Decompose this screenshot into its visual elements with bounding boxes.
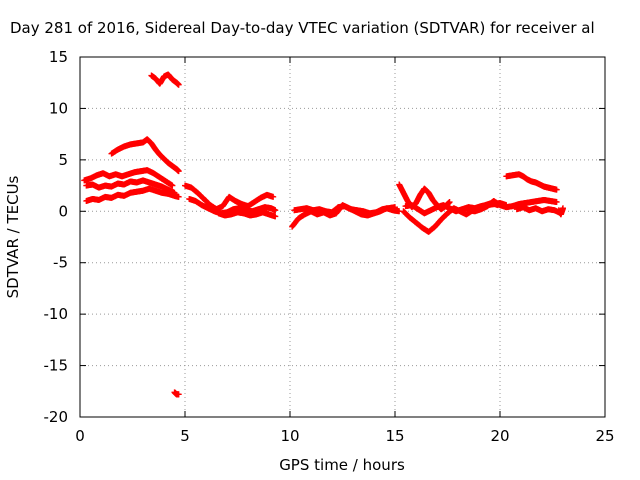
series-arc-15: [465, 196, 560, 215]
series-arc-3: [81, 167, 176, 189]
series-arc-16: [503, 171, 560, 193]
data-points: [81, 71, 566, 398]
data-point: [560, 205, 566, 212]
x-axis-label: GPS time / hours: [279, 456, 405, 474]
y-tick-label: 15: [49, 48, 68, 66]
ticks: 0 5 10 15 20 25 -20 -15 -10 -5 0 5 10 15: [44, 48, 615, 445]
data-point: [169, 182, 176, 189]
series-arc-4: [108, 136, 182, 175]
x-tick-label: 15: [385, 427, 404, 445]
series-arc-5: [148, 71, 182, 88]
chart-title: Day 281 of 2016, Sidereal Day-to-day VTE…: [10, 19, 595, 37]
x-tick-label: 5: [180, 427, 190, 445]
y-tick-label: -5: [53, 254, 68, 272]
x-tick-label: 25: [595, 427, 614, 445]
x-tick-label: 10: [280, 427, 299, 445]
series-arc-11: [291, 203, 398, 217]
data-point: [270, 193, 277, 200]
data-point: [175, 193, 182, 200]
data-point: [175, 391, 182, 398]
data-point: [272, 213, 279, 220]
x-tick-label: 0: [75, 427, 85, 445]
series-arc-18: [555, 205, 566, 218]
series-arc-6: [171, 389, 182, 398]
grid: [80, 57, 605, 417]
data-point: [272, 207, 279, 214]
y-tick-label: 0: [58, 202, 68, 220]
data-point: [446, 199, 453, 206]
series-arc-2: [83, 177, 178, 196]
data-point: [392, 204, 398, 211]
plot-area-border: [79, 56, 606, 418]
series-arc-9: [215, 209, 279, 220]
y-tick-label: -15: [44, 357, 69, 375]
y-tick-label: 10: [49, 99, 68, 117]
data-point: [175, 81, 182, 88]
data-point: [171, 189, 178, 196]
y-tick-label: 5: [58, 151, 68, 169]
y-tick-label: -20: [44, 408, 69, 426]
data-point: [175, 168, 182, 175]
data-point: [553, 199, 560, 206]
x-tick-label: 20: [490, 427, 509, 445]
data-point: [553, 186, 560, 193]
y-tick-label: -10: [44, 305, 69, 323]
y-axis-label: SDTVAR / TECUs: [4, 175, 22, 298]
